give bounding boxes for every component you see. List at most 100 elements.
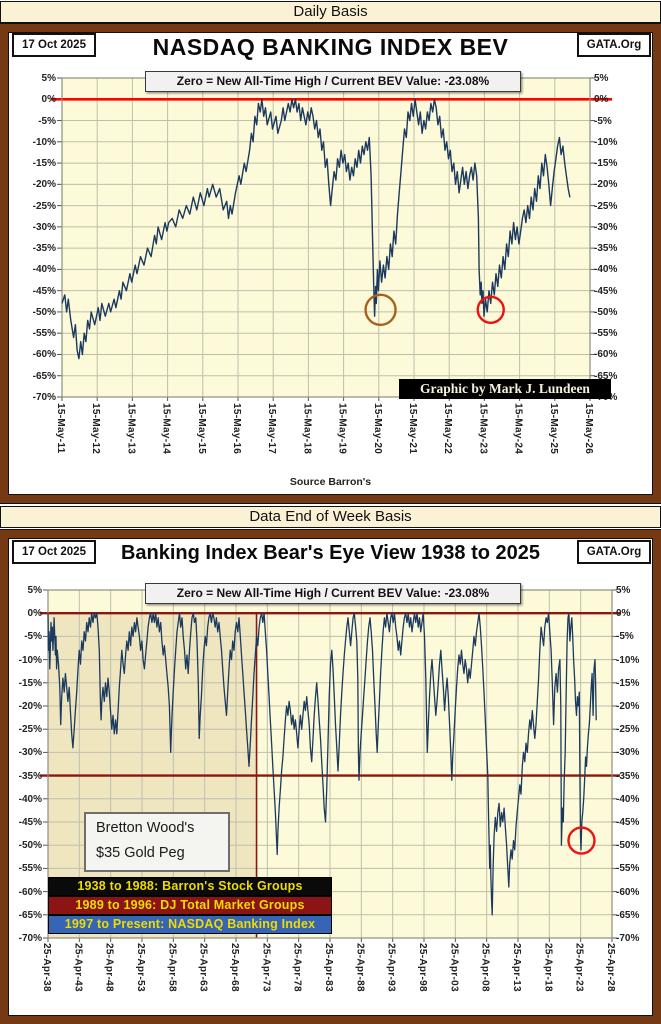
gata-box-daily: GATA.Org (577, 33, 651, 57)
x-axis-tick-label: 15-May-19 (336, 403, 348, 455)
credit-box: Graphic by Mark J. Lundeen (399, 379, 611, 399)
daily-chart-title: NASDAQ BANKING INDEX BEV (152, 34, 509, 60)
y-axis-tick-label-right: 0% (616, 608, 631, 620)
y-axis-tick-label: -15% (18, 677, 42, 689)
y-axis-tick-label: -25% (18, 724, 42, 736)
y-axis-tick-label-right: -15% (616, 677, 640, 689)
y-axis-tick-label: -20% (32, 179, 56, 191)
y-axis-tick-label-right: -45% (594, 285, 618, 297)
y-axis-tick-label: -45% (18, 817, 42, 828)
y-axis-tick-label-right: -50% (616, 840, 640, 852)
y-axis-tick-label-right: -70% (616, 933, 640, 944)
y-axis-tick-label-right: -35% (594, 243, 618, 255)
x-axis-tick-label: 15-May-21 (407, 403, 418, 455)
x-axis-tick-label: 15-May-24 (512, 403, 524, 455)
y-axis-tick-label: -60% (32, 349, 56, 361)
y-axis-tick-label: -70% (32, 392, 56, 403)
y-axis-tick-label: -40% (18, 793, 42, 805)
bretton-line2: $35 Gold Peg (96, 845, 185, 861)
x-axis-tick-label: 25-Apr-93 (385, 943, 397, 992)
y-axis-tick-label-right: -25% (616, 724, 640, 736)
y-axis-tick-label: -25% (32, 200, 56, 212)
x-axis-tick-label: 25-Apr-08 (479, 943, 491, 992)
y-axis-tick-label-right: -5% (594, 115, 612, 127)
x-axis-tick-label: 25-Apr-88 (354, 943, 366, 992)
y-axis-tick-label: -55% (18, 863, 42, 875)
x-axis-tick-label: 25-Apr-98 (417, 943, 428, 992)
x-axis-tick-label: 25-Apr-38 (41, 943, 52, 992)
x-axis-tick-label: 25-Apr-48 (103, 943, 115, 992)
source-label: Source Barron's (289, 476, 372, 488)
y-axis-tick-label: -45% (32, 285, 56, 297)
y-axis-tick-label: -20% (18, 701, 42, 712)
y-axis-tick-label-right: -40% (594, 264, 618, 276)
x-axis-tick-label: 25-Apr-53 (135, 943, 146, 992)
y-axis-tick-label-right: -5% (616, 631, 634, 643)
zero-note-weekly: Zero = New All-Time High / Current BEV V… (145, 583, 521, 604)
y-axis-tick-label-right: -45% (616, 817, 640, 828)
x-axis-tick-label: 25-Apr-63 (197, 943, 209, 992)
x-axis-tick-label: 15-May-17 (266, 403, 278, 455)
x-axis-tick-label: 15-May-18 (301, 403, 313, 455)
x-axis-tick-label: 25-Apr-03 (448, 943, 460, 992)
x-axis-tick-label: 15-May-13 (125, 403, 137, 455)
y-axis-tick-label: -15% (32, 158, 56, 170)
weekly-basis-band: Data End of Week Basis (0, 506, 661, 528)
y-axis-tick-label-right: -15% (594, 158, 618, 170)
x-axis-tick-label: 25-Apr-43 (72, 943, 84, 992)
x-axis-tick-label: 15-May-15 (195, 403, 207, 455)
y-axis-tick-label-right: -60% (594, 349, 618, 361)
x-axis-tick-label: 15-May-26 (583, 403, 594, 455)
y-axis-tick-label-right: -30% (594, 221, 618, 233)
x-axis-tick-label: 25-Apr-83 (323, 943, 334, 992)
y-axis-tick-label: 5% (41, 73, 56, 84)
x-axis-tick-label: 15-May-16 (231, 403, 242, 455)
zero-note-daily: Zero = New All-Time High / Current BEV V… (145, 71, 521, 92)
legend: 1938 to 1988: Barron's Stock Groups 1989 … (48, 877, 332, 934)
x-axis-tick-label: 15-May-20 (371, 403, 383, 455)
daily-basis-label: Daily Basis (293, 3, 368, 20)
y-axis-tick-label: 0% (27, 608, 42, 620)
y-axis-tick-label: -60% (18, 886, 42, 898)
legend-item: 1989 to 1996: DJ Total Market Groups (48, 896, 332, 915)
y-axis-tick-label-right: -10% (594, 136, 618, 148)
y-axis-tick-label: -5% (24, 631, 42, 643)
x-axis-tick-label: 15-May-12 (90, 403, 102, 455)
date-box-daily: 17 Oct 2025 (12, 33, 96, 57)
y-axis-tick-label-right: -65% (616, 909, 640, 921)
y-axis-tick-label: -35% (32, 243, 56, 255)
y-axis-tick-label: -30% (32, 221, 56, 233)
y-axis-tick-label: 5% (27, 585, 42, 596)
x-axis-tick-label: 25-Apr-58 (166, 943, 178, 992)
bretton-woods-annotation: Bretton Wood's $35 Gold Peg (84, 812, 230, 872)
y-axis-tick-label-right: -60% (616, 886, 640, 898)
y-axis-tick-label-right: -30% (616, 747, 640, 759)
x-axis-tick-label: 15-May-22 (442, 403, 454, 455)
y-axis-tick-label: -70% (18, 933, 42, 944)
y-axis-tick-label-right: -20% (594, 179, 618, 191)
date-box-weekly: 17 Oct 2025 (12, 540, 96, 564)
x-axis-tick-label: 15-May-14 (160, 403, 172, 455)
y-axis-tick-label-right: 0% (594, 94, 609, 106)
y-axis-tick-label: 0% (41, 94, 56, 106)
y-axis-tick-label-right: -40% (616, 793, 640, 805)
x-axis-tick-label: 25-Apr-78 (291, 943, 303, 992)
y-axis-tick-label: -35% (18, 770, 42, 782)
x-axis-tick-label: 15-May-11 (55, 403, 66, 454)
bretton-line1: Bretton Wood's (96, 820, 195, 836)
y-axis-tick-label: -55% (32, 328, 56, 340)
x-axis-tick-label: 25-Apr-13 (511, 943, 522, 992)
y-axis-tick-label: -10% (18, 654, 42, 666)
x-axis-tick-label: 15-May-23 (477, 403, 489, 455)
y-axis-tick-label: -50% (32, 306, 56, 318)
y-axis-tick-label: -40% (32, 264, 56, 276)
x-axis-tick-label: 25-Apr-18 (542, 943, 554, 992)
y-axis-tick-label-right: -35% (616, 770, 640, 782)
y-axis-tick-label-right: -10% (616, 654, 640, 666)
x-axis-tick-label: 15-May-25 (547, 403, 559, 455)
daily-basis-band: Daily Basis (0, 1, 661, 23)
x-axis-tick-label: 25-Apr-68 (229, 943, 240, 992)
x-axis-tick-label: 25-Apr-73 (260, 943, 272, 992)
legend-item: 1997 to Present: NASDAQ Banking Index (48, 915, 332, 934)
